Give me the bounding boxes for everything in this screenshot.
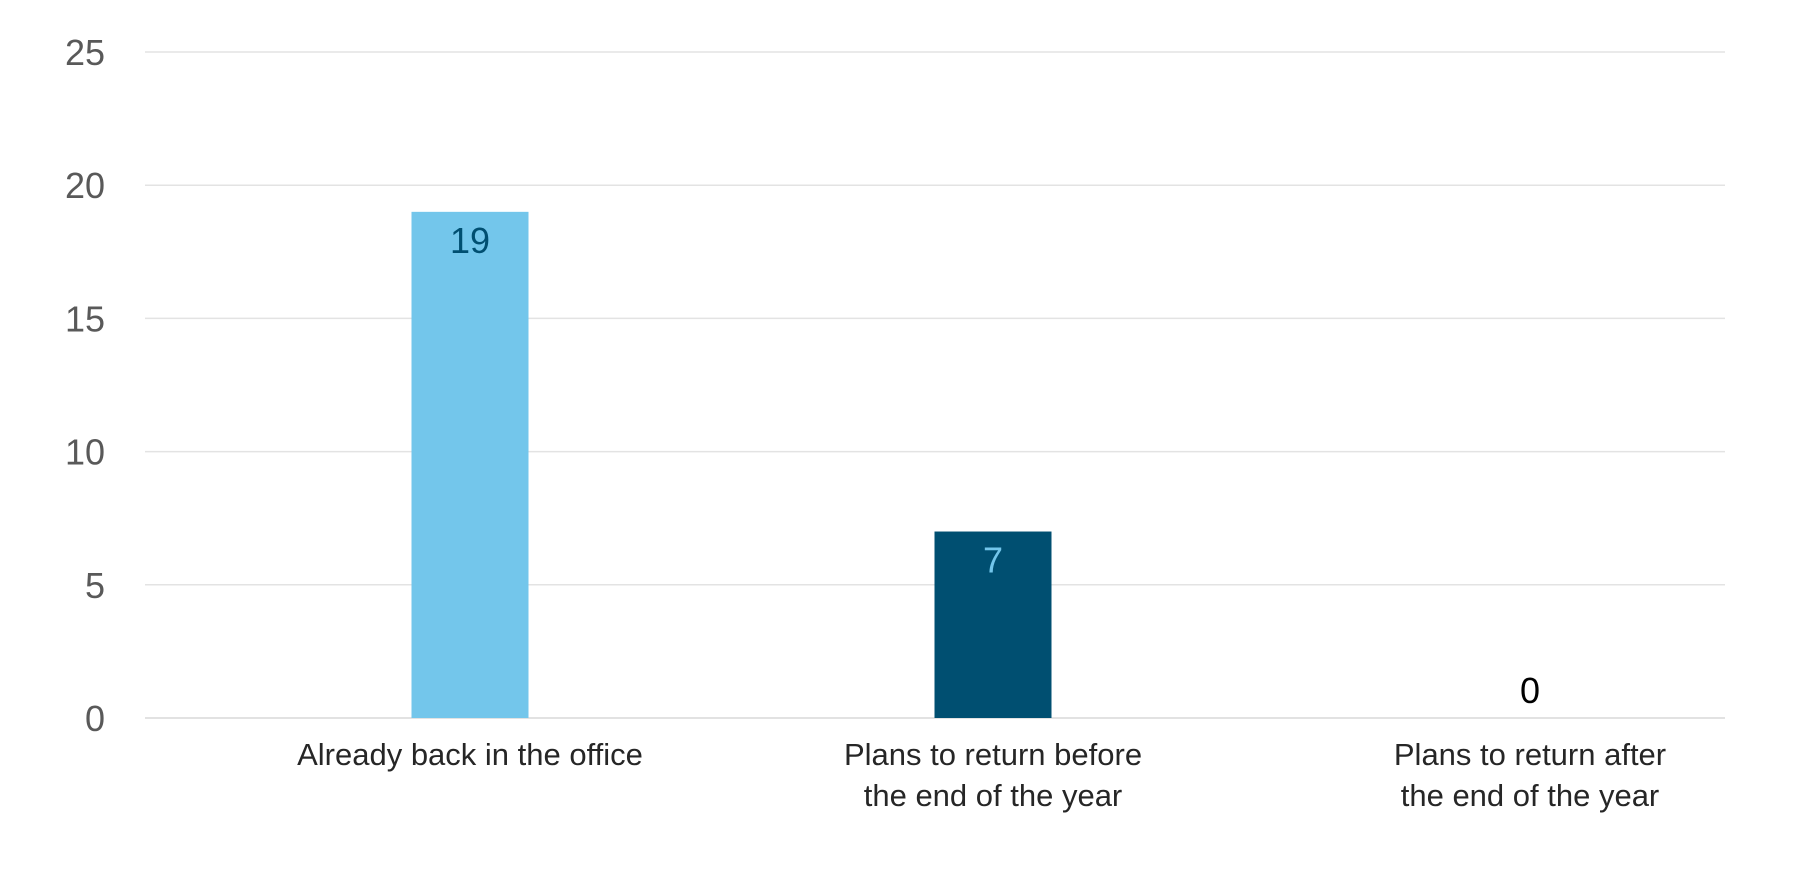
x-tick-label-line: Plans to return after (1394, 737, 1666, 772)
y-tick-label: 5 (85, 565, 105, 606)
y-tick-label: 0 (85, 698, 105, 739)
bars (411, 211, 1052, 718)
x-tick-label: Plans to return before the end of the yea… (844, 737, 1142, 813)
bar-value-label: 0 (1520, 670, 1540, 711)
bar-value-label: 7 (983, 540, 1003, 581)
x-tick-label-line: the end of the year (1401, 778, 1660, 813)
bar (411, 211, 529, 718)
bar (934, 531, 1052, 718)
y-tick-label: 15 (65, 298, 105, 339)
x-tick-label-line: the end of the year (864, 778, 1123, 813)
x-tick-label-line: Plans to return before (844, 737, 1142, 772)
bar-value-label: 19 (450, 220, 490, 261)
x-tick-label-line: Already back in the office (297, 737, 643, 772)
y-tick-label: 10 (65, 432, 105, 473)
y-tick-label: 20 (65, 165, 105, 206)
x-tick-label: Already back in the office (297, 737, 643, 772)
x-axis: Already back in the office Plans to retur… (297, 737, 1666, 813)
gridlines (145, 51, 1725, 719)
y-axis: 0 5 10 15 20 25 (65, 32, 105, 739)
x-tick-label: Plans to return after the end of the year (1394, 737, 1666, 813)
y-tick-label: 25 (65, 32, 105, 73)
